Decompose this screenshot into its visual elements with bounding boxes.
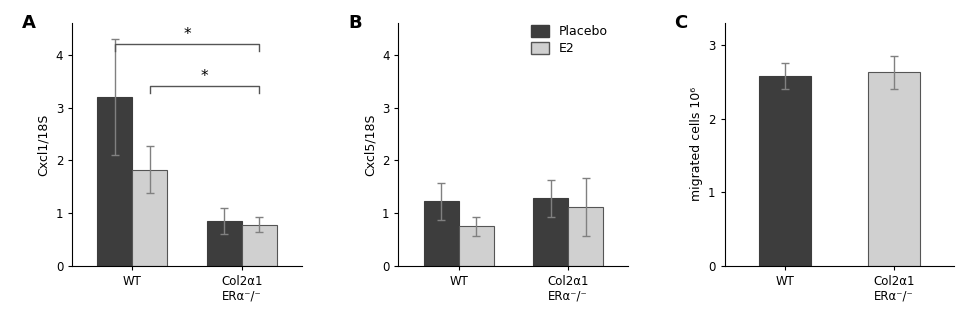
Bar (459, 226, 494, 266)
Text: *: * (183, 27, 191, 42)
Bar (533, 198, 568, 266)
Bar (423, 201, 459, 266)
Text: A: A (22, 14, 36, 32)
Y-axis label: Cxcl5/18S: Cxcl5/18S (363, 113, 376, 176)
Bar (759, 76, 811, 266)
Text: B: B (348, 14, 362, 32)
Bar (568, 207, 603, 266)
Legend: Placebo, E2: Placebo, E2 (531, 25, 607, 55)
Bar (207, 221, 242, 266)
Y-axis label: Cxcl1/18S: Cxcl1/18S (38, 113, 50, 176)
Bar (132, 170, 168, 266)
Bar (868, 72, 921, 266)
Text: C: C (674, 14, 687, 32)
Bar (97, 97, 132, 266)
Bar (242, 224, 277, 266)
Y-axis label: migrated cells 10⁶: migrated cells 10⁶ (689, 87, 703, 202)
Text: *: * (201, 69, 208, 84)
